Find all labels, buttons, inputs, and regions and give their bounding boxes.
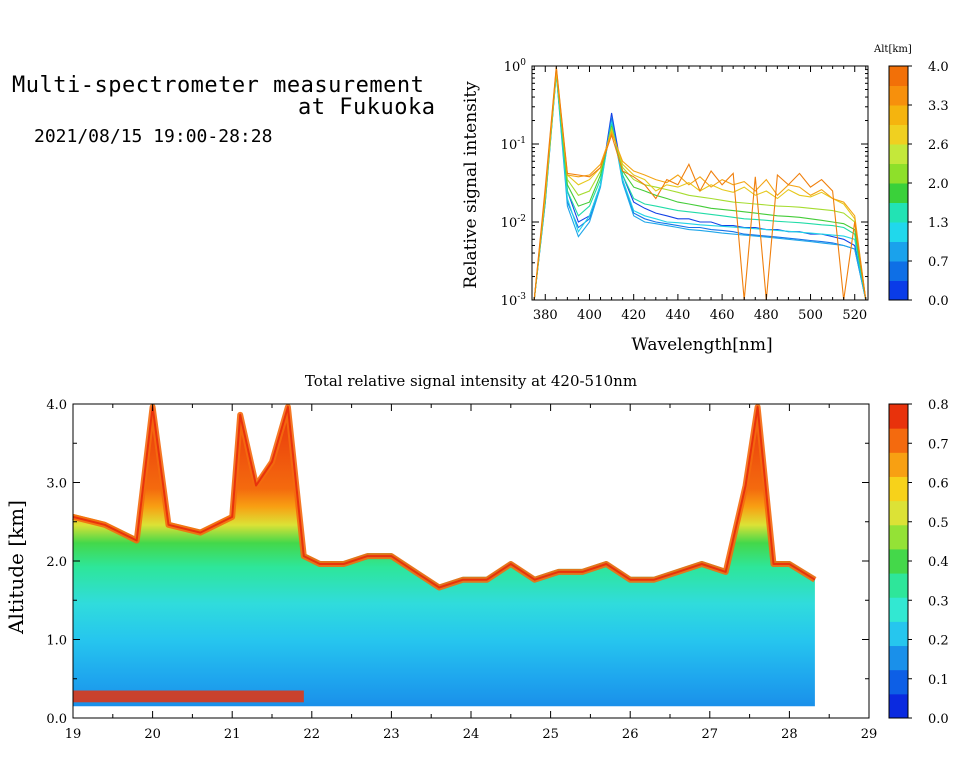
altitude-colorbar-label: 0.7: [928, 255, 949, 270]
heatmap-xtick-label: 27: [702, 727, 719, 742]
spectrum-ytick-mantissa: 10: [501, 216, 518, 231]
altitude-colorbar-segment: [889, 105, 908, 125]
heatmap-ytick-label: 1.0: [46, 634, 67, 649]
intensity-colorbar-label: 0.0: [928, 712, 949, 727]
measurement-period: 2021/08/15 19:00-28:28: [34, 126, 273, 147]
intensity-colorbar-segment: [889, 621, 908, 647]
intensity-colorbar-segment: [889, 476, 908, 502]
spectrum-series-0: [533, 69, 867, 300]
altitude-colorbar-title: Alt[km]: [873, 44, 912, 55]
spectrum-ytick-label: 100: [504, 58, 527, 75]
spectrum-series-6: [533, 69, 867, 300]
altitude-colorbar-label: 3.3: [928, 99, 949, 114]
figure-title-line1: Multi-spectrometer measurement: [12, 73, 425, 98]
spectrum-ytick-mantissa: 10: [501, 138, 518, 153]
spectrum-ytick-exponent: -3: [517, 292, 526, 302]
spectrum-series-2: [533, 73, 867, 300]
heatmap-xtick-label: 24: [463, 727, 480, 742]
heatmap-xtick-label: 19: [65, 727, 82, 742]
heatmap-xtick-label: 20: [144, 727, 161, 742]
intensity-colorbar-label: 0.3: [928, 594, 949, 609]
intensity-colorbar-segment: [889, 669, 908, 695]
altitude-colorbar-label: 0.0: [928, 294, 949, 309]
altitude-colorbar-segment: [889, 261, 908, 281]
altitude-colorbar-segment: [889, 124, 908, 145]
spectrum-xtick-label: 500: [798, 308, 823, 323]
spectrum-series-8: [533, 67, 867, 300]
spectrum-xtick-label: 380: [533, 308, 558, 323]
figure-title-line2: at Fukuoka: [298, 95, 436, 120]
altitude-colorbar-segment: [889, 183, 908, 203]
spectrum-ytick-label: 10-2: [501, 214, 526, 231]
spectrum-xtick-label: 440: [665, 308, 690, 323]
spectrum-xtick-label: 400: [577, 308, 602, 323]
spectrum-y-axis-label: Relative signal intensity: [461, 81, 481, 289]
heatmap-xtick-label: 28: [781, 727, 798, 742]
altitude-colorbar-segment: [889, 85, 908, 106]
intensity-colorbar-label: 0.5: [928, 516, 949, 531]
spectrum-series-4: [533, 73, 867, 300]
heatmap-echo-edge-core: [72, 406, 816, 589]
heatmap-field: [73, 404, 815, 707]
intensity-colorbar-label: 0.6: [928, 477, 949, 492]
spectrum-ytick-exponent: -1: [517, 136, 526, 146]
heatmap-xtick-label: 25: [542, 727, 559, 742]
heatmap-xtick-label: 23: [383, 727, 400, 742]
heatmap-xtick-label: 26: [622, 727, 639, 742]
spectrum-series-3: [533, 73, 867, 300]
spectrum-ytick-label: 10-1: [501, 136, 526, 153]
altitude-colorbar-label: 1.3: [928, 216, 949, 231]
altitude-colorbar-segment: [889, 280, 908, 301]
intensity-colorbar-segment: [889, 500, 908, 526]
heatmap-ytick-label: 0.0: [46, 712, 67, 727]
intensity-colorbar-label: 0.4: [928, 555, 949, 570]
heatmap-ytick-label: 4.0: [46, 398, 67, 413]
altitude-colorbar-segment: [889, 222, 908, 242]
heatmap-ytick-label: 2.0: [46, 555, 67, 570]
heatmap-y-axis-label: Altitude [km]: [4, 500, 28, 635]
intensity-colorbar-segment: [889, 452, 908, 477]
intensity-colorbar-segment: [889, 428, 908, 453]
intensity-colorbar-segment: [889, 524, 908, 550]
spectrum-ytick-label: 10-3: [501, 292, 527, 309]
altitude-colorbar-segment: [889, 163, 908, 184]
heatmap-title: Total relative signal intensity at 420-5…: [305, 372, 637, 390]
spectrum-xtick-label: 420: [621, 308, 646, 323]
altitude-colorbar-segment: [889, 202, 908, 223]
spectrum-ytick-exponent: -2: [517, 214, 526, 224]
spectrum-x-axis-label: Wavelength[nm]: [631, 335, 772, 355]
intensity-colorbar-label: 0.8: [928, 398, 949, 413]
spectrum-series-9: [533, 66, 867, 300]
altitude-colorbar-segment: [889, 66, 908, 86]
heatmap-xtick-label: 22: [304, 727, 321, 742]
altitude-colorbar-label: 2.6: [928, 138, 949, 153]
intensity-colorbar-segment: [889, 404, 908, 429]
intensity-colorbar-segment: [889, 645, 908, 671]
intensity-colorbar-label: 0.1: [928, 673, 949, 688]
intensity-colorbar-segment: [889, 597, 908, 622]
spectrum-xtick-label: 460: [710, 308, 735, 323]
spectrum-ytick-mantissa: 10: [501, 294, 518, 309]
intensity-colorbar-segment: [889, 573, 908, 598]
spectrum-series-7: [533, 71, 867, 300]
intensity-colorbar-label: 0.7: [928, 437, 949, 452]
spectrum-series-5: [533, 71, 867, 300]
spectrum-series-1: [533, 71, 867, 300]
spectrum-xtick-label: 480: [754, 308, 779, 323]
spectrum-xtick-label: 520: [842, 308, 867, 323]
altitude-colorbar-label: 4.0: [928, 60, 949, 75]
heatmap-xtick-label: 29: [861, 727, 878, 742]
spectrum-ytick-mantissa: 10: [504, 60, 521, 75]
altitude-colorbar-segment: [889, 241, 908, 262]
spectrum-ytick-exponent: 0: [520, 58, 526, 68]
heatmap-xtick-label: 21: [224, 727, 241, 742]
altitude-colorbar-segment: [889, 144, 908, 164]
altitude-colorbar-label: 2.0: [928, 177, 949, 192]
heatmap-ytick-label: 3.0: [46, 477, 67, 492]
intensity-colorbar-segment: [889, 548, 908, 574]
intensity-colorbar-label: 0.2: [928, 634, 949, 649]
intensity-colorbar-segment: [889, 693, 908, 719]
heatmap-surface-band: [73, 690, 304, 703]
